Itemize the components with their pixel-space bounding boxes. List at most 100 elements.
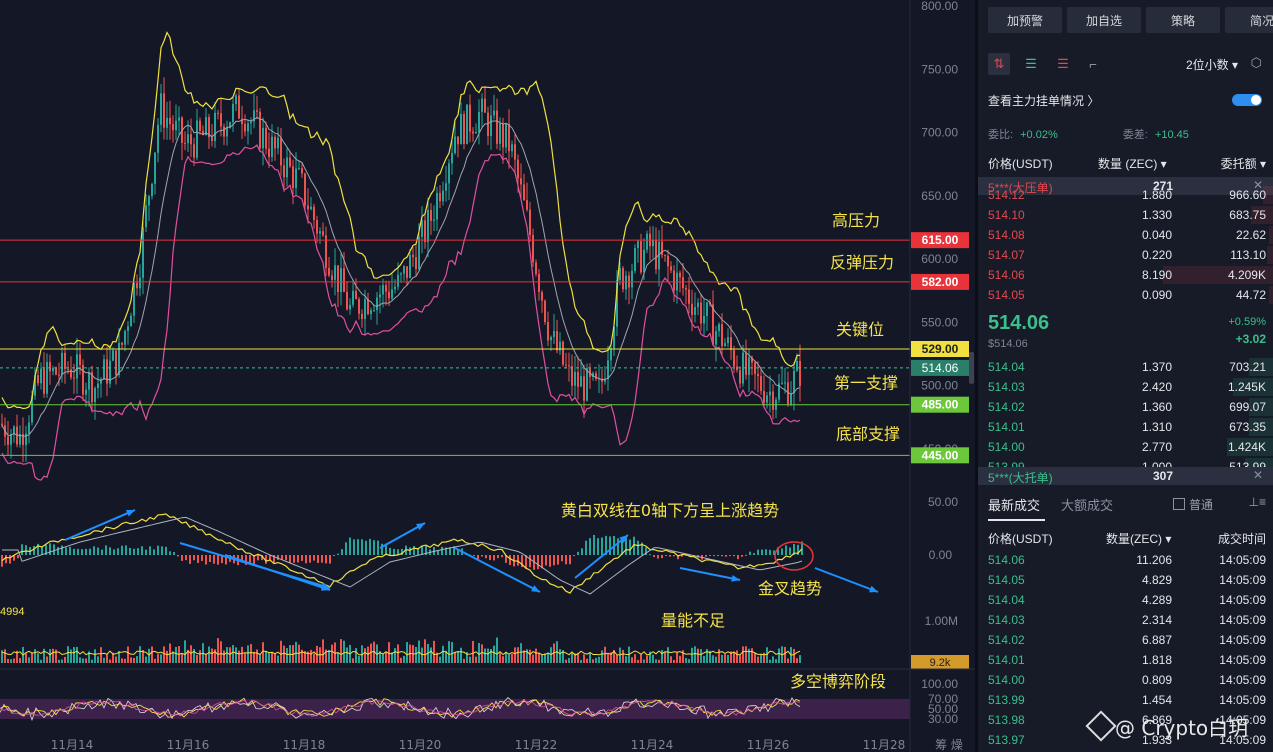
- settings-icon[interactable]: ⬡: [1250, 55, 1262, 70]
- volume-ma-line: [1, 650, 801, 656]
- macd-bar: [677, 555, 679, 560]
- close-icon[interactable]: ✕: [1252, 468, 1263, 482]
- orderbook-both-icon[interactable]: ⇅: [988, 53, 1010, 75]
- trade-price: 514.05: [988, 573, 1025, 587]
- volume-bar: [793, 648, 795, 663]
- trade-row[interactable]: 513.97 1.933 14:05:09: [978, 730, 1273, 750]
- macd-bar: [173, 552, 175, 555]
- volume-bar: [637, 659, 639, 663]
- right-panel: 加预警 加自选 策略 简况 ⇅ ☰ ☰ ⌐ 2位小数 ▾ ⬡ 查看主力挂单情况 …: [978, 0, 1273, 752]
- trade-row[interactable]: 514.00 0.809 14:05:09: [978, 670, 1273, 690]
- panel-divider[interactable]: [975, 0, 978, 752]
- rsi-line: [0, 697, 801, 718]
- ask-row[interactable]: 514.12 1.880 966.60: [978, 185, 1273, 205]
- volume-bar: [679, 655, 681, 663]
- trade-row[interactable]: 514.03 2.314 14:05:09: [978, 610, 1273, 630]
- big-bid-bar[interactable]: 5***(大托单) 307 ✕: [978, 467, 1273, 485]
- weibi-value: +0.02%: [1020, 129, 1058, 141]
- orderbook-bids-icon[interactable]: ☰: [1025, 56, 1037, 71]
- trade-row[interactable]: 514.04 4.289 14:05:09: [978, 590, 1273, 610]
- kline-chart-area[interactable]: 800.00 750.00 700.00 650.00 600.00 550.00 500.…: [0, 0, 975, 752]
- volume-bar: [238, 650, 240, 663]
- bid-row[interactable]: 514.02 1.360 699.07: [978, 397, 1273, 417]
- ob-price-header: 价格(USDT): [988, 157, 1053, 171]
- trade-row[interactable]: 514.06 11.206 14:05:09: [978, 550, 1273, 570]
- macd-bar: [301, 555, 303, 561]
- add-watchlist-button[interactable]: 加自选: [1067, 7, 1141, 33]
- macd-bar: [457, 549, 459, 555]
- level-annotation: 底部支撑: [836, 424, 900, 443]
- macd-bar: [21, 544, 23, 555]
- ask-row[interactable]: 514.10 1.330 683.75: [978, 205, 1273, 225]
- ask-row[interactable]: 514.05 0.090 44.72: [978, 285, 1273, 305]
- macd-bar: [277, 555, 279, 560]
- bid-qty: 2.420: [1141, 380, 1172, 394]
- volume-bar: [280, 640, 282, 663]
- candle-body: [712, 304, 714, 345]
- candle-body: [7, 436, 9, 445]
- strategy-button[interactable]: 策略: [1146, 7, 1220, 33]
- volume-bar: [565, 659, 567, 663]
- orderbook-compact-icon[interactable]: ⌐: [1089, 56, 1097, 72]
- bid-row[interactable]: 514.00 2.770 1.424K: [978, 437, 1273, 457]
- macd-bar: [17, 555, 19, 559]
- close-icon[interactable]: ✕: [1252, 178, 1263, 192]
- tab-large-trades[interactable]: 大额成交: [1061, 498, 1114, 513]
- volume-bar: [607, 654, 609, 663]
- candle-body: [661, 241, 663, 255]
- tab-latest-trades[interactable]: 最新成交: [988, 495, 1046, 521]
- level-tag: [911, 396, 969, 413]
- macd-bar: [581, 548, 583, 555]
- ask-row[interactable]: 514.08 0.040 22.62: [978, 225, 1273, 245]
- chart-canvas[interactable]: 800.00 750.00 700.00 650.00 600.00 550.00 500.…: [0, 0, 975, 752]
- orderbook-asks-icon[interactable]: ☰: [1057, 56, 1069, 71]
- ask-price: 514.07: [988, 248, 1025, 262]
- normal-checkbox[interactable]: [1173, 498, 1185, 510]
- ob-qty-header[interactable]: 数量 (ZEC) ▾: [1098, 157, 1167, 171]
- candle-body: [130, 315, 132, 327]
- decimal-select[interactable]: 2位小数 ▾: [1185, 58, 1238, 72]
- volume-bar: [142, 650, 144, 663]
- main-orders-toggle[interactable]: [1232, 94, 1262, 106]
- macd-bar: [369, 538, 371, 555]
- macd-bar: [529, 555, 531, 568]
- trade-row[interactable]: 514.05 4.829 14:05:09: [978, 570, 1273, 590]
- filter-icon[interactable]: ⊥≡: [1248, 495, 1266, 509]
- candle-body: [415, 257, 417, 270]
- volume-bar: [241, 646, 243, 663]
- macd-bar: [685, 555, 687, 556]
- trade-qty-header[interactable]: 数量(ZEC) ▾: [1106, 532, 1172, 546]
- trade-row[interactable]: 513.99 1.454 14:05:09: [978, 690, 1273, 710]
- overview-button[interactable]: 简况: [1225, 7, 1273, 33]
- trade-qty: 2.314: [1141, 613, 1172, 627]
- bid-row[interactable]: 514.03 2.420 1.245K: [978, 377, 1273, 397]
- volume-bar: [58, 659, 60, 663]
- date-axis-label: 11月24: [631, 738, 674, 752]
- ob-total-header[interactable]: 委托额 ▾: [1220, 157, 1266, 171]
- trade-row[interactable]: 513.98 6.869 14:05:09: [978, 710, 1273, 730]
- candle-body: [517, 159, 519, 179]
- level-tag-label: 582.00: [922, 275, 959, 289]
- price-axis-label: 500.00: [921, 379, 958, 393]
- candle-body: [427, 209, 429, 243]
- big-ask-bar[interactable]: 5***(大压单) 271 ✕: [978, 177, 1273, 195]
- main-orders-link[interactable]: 查看主力挂单情况 〉: [988, 94, 1100, 108]
- volume-bar: [46, 656, 48, 663]
- ask-row[interactable]: 514.06 8.190 4.209K: [978, 265, 1273, 285]
- top-button-bar: 加预警 加自选 策略 简况: [988, 7, 1273, 33]
- macd-bar: [265, 555, 267, 564]
- trade-row[interactable]: 514.01 1.818 14:05:09: [978, 650, 1273, 670]
- bid-row[interactable]: 514.01 1.310 673.35: [978, 417, 1273, 437]
- ask-row[interactable]: 514.07 0.220 113.10: [978, 245, 1273, 265]
- macd-bar: [245, 555, 247, 565]
- volume-bar: [82, 658, 84, 663]
- main-orders-row: 查看主力挂单情况 〉: [988, 92, 1266, 109]
- add-alert-button[interactable]: 加预警: [988, 7, 1062, 33]
- trade-row[interactable]: 514.02 6.887 14:05:09: [978, 630, 1273, 650]
- bid-row[interactable]: 514.04 1.370 703.21: [978, 357, 1273, 377]
- macd-bar: [437, 550, 439, 555]
- trend-arrow: [64, 509, 136, 541]
- volume-bar: [514, 647, 516, 663]
- candle-body: [604, 378, 606, 382]
- macd-bar: [741, 555, 743, 557]
